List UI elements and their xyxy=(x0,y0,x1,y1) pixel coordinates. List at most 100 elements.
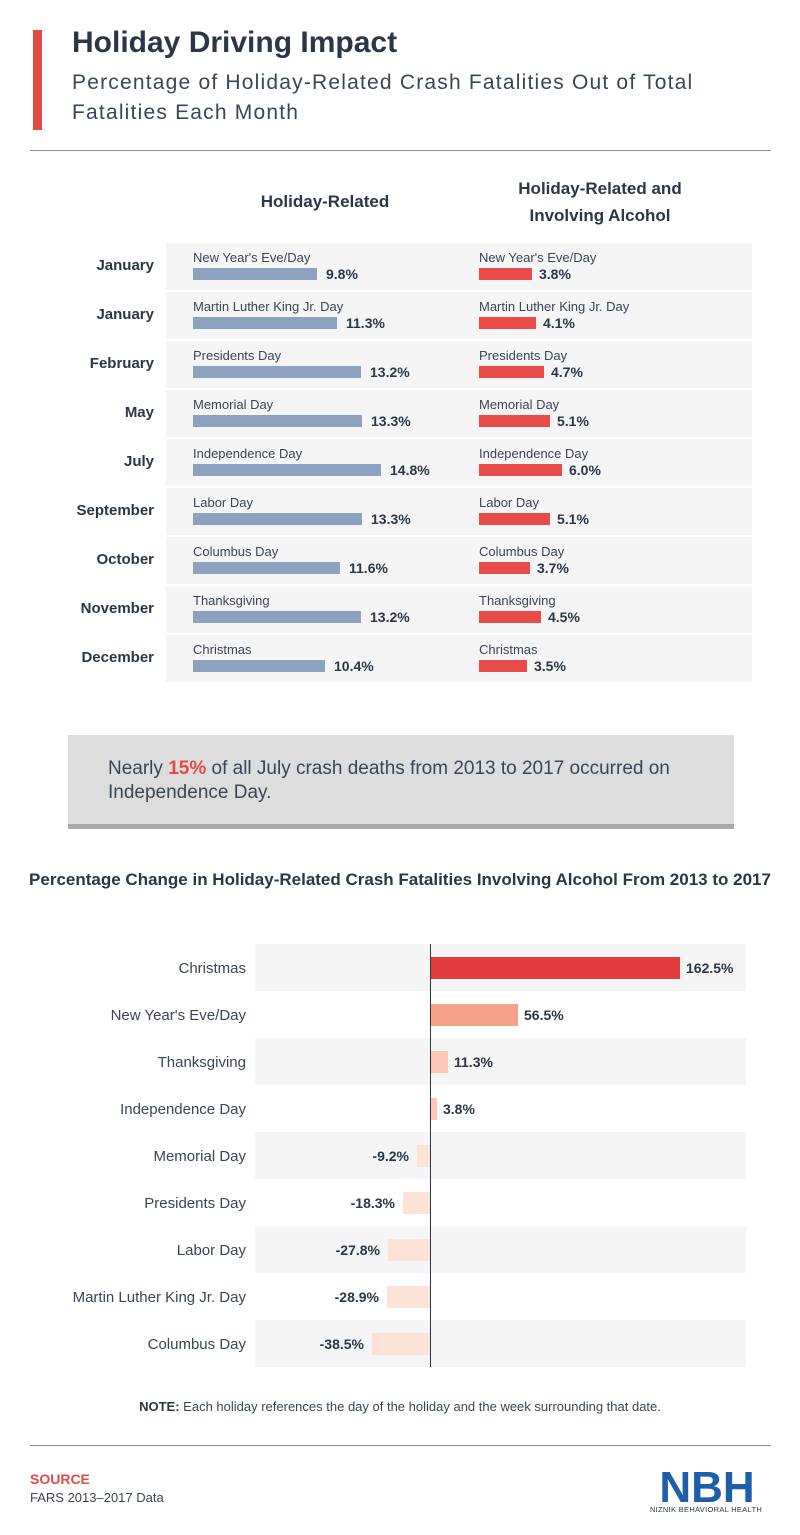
bar-holiday xyxy=(193,660,325,672)
value-label-alcohol: 4.7% xyxy=(551,364,583,380)
bar-alcohol xyxy=(479,415,550,427)
source-text: FARS 2013–2017 Data xyxy=(30,1490,164,1505)
bar-holiday xyxy=(193,268,317,280)
holiday-label: Christmas xyxy=(193,642,252,657)
change-category-label: Christmas xyxy=(178,960,246,977)
month-label: December xyxy=(81,649,154,666)
change-bar xyxy=(431,1051,448,1073)
change-category-label: Martin Luther King Jr. Day xyxy=(72,1289,246,1306)
bar-holiday xyxy=(193,415,362,427)
value-label-alcohol: 3.7% xyxy=(537,560,569,576)
change-category-label: Labor Day xyxy=(176,1242,246,1259)
month-label: October xyxy=(96,551,154,568)
change-category-label: Presidents Day xyxy=(144,1195,246,1212)
change-value-label: -28.9% xyxy=(334,1289,379,1305)
value-label-holiday: 13.2% xyxy=(370,364,410,380)
chart-row-background xyxy=(166,243,752,290)
change-category-label: Memorial Day xyxy=(153,1148,246,1165)
change-row-background xyxy=(255,1132,746,1179)
value-label-alcohol: 4.1% xyxy=(543,315,575,331)
change-bar xyxy=(403,1192,431,1214)
bar-holiday xyxy=(193,611,361,623)
holiday-label: Martin Luther King Jr. Day xyxy=(193,299,344,314)
page-title: Holiday Driving Impact xyxy=(72,26,398,59)
month-label: September xyxy=(76,502,154,519)
holiday-label-alcohol: Independence Day xyxy=(479,446,589,461)
chart-row-background xyxy=(166,537,752,584)
month-label: January xyxy=(96,257,154,274)
holiday-label: Labor Day xyxy=(193,495,253,510)
change-chart-title: Percentage Change in Holiday-Related Cra… xyxy=(29,870,771,889)
holiday-label: Independence Day xyxy=(193,446,303,461)
value-label-alcohol: 3.5% xyxy=(534,658,566,674)
change-value-label: -9.2% xyxy=(372,1148,409,1164)
bar-holiday xyxy=(193,366,361,378)
month-label: July xyxy=(123,453,154,470)
top-divider xyxy=(30,150,771,151)
change-category-label: Thanksgiving xyxy=(157,1054,246,1071)
value-label-alcohol: 5.1% xyxy=(557,413,589,429)
column-header-holiday: Holiday-Related xyxy=(260,192,390,211)
logo-mark: NBH xyxy=(659,1463,754,1512)
change-category-label: Columbus Day xyxy=(147,1336,246,1353)
chart-row-background xyxy=(166,586,752,633)
value-label-holiday: 11.3% xyxy=(346,315,385,331)
value-label-holiday: 13.3% xyxy=(371,413,411,429)
change-row-background xyxy=(255,1038,746,1085)
value-label-holiday: 11.6% xyxy=(349,560,388,576)
change-value-label: 11.3% xyxy=(454,1054,493,1070)
value-label-holiday: 13.3% xyxy=(371,511,411,527)
change-bar xyxy=(388,1239,431,1261)
accent-bar xyxy=(33,30,42,130)
callout-text: Nearly 15% of all July crash deaths from… xyxy=(108,757,728,805)
chart-row-background xyxy=(166,292,752,339)
nbh-logo-icon: NBH xyxy=(659,1463,754,1512)
holiday-label-alcohol: Labor Day xyxy=(479,495,539,510)
value-label-holiday: 13.2% xyxy=(370,609,410,625)
column-header-alcohol: Holiday-Related and Involving Alcohol xyxy=(518,179,682,225)
bar-alcohol xyxy=(479,317,536,329)
change-category-label: Independence Day xyxy=(120,1101,246,1118)
month-label: February xyxy=(89,355,154,372)
value-label-alcohol: 4.5% xyxy=(548,609,580,625)
source-label: SOURCE xyxy=(30,1471,90,1487)
change-value-label: -27.8% xyxy=(335,1242,380,1258)
change-bar xyxy=(417,1145,431,1167)
bar-alcohol xyxy=(479,366,544,378)
value-label-holiday: 14.8% xyxy=(390,462,430,478)
bar-holiday xyxy=(193,513,362,525)
holiday-label: New Year's Eve/Day xyxy=(193,250,311,265)
chart-row-background xyxy=(166,341,752,388)
holiday-label-alcohol: Presidents Day xyxy=(479,348,568,363)
callout-box: Nearly 15% of all July crash deaths from… xyxy=(68,735,734,829)
callout-post: of all July crash deaths from 2013 to 20… xyxy=(108,758,670,803)
callout-highlight: 15% xyxy=(168,758,207,779)
page-subtitle: Percentage of Holiday-Related Crash Fata… xyxy=(72,71,694,124)
holiday-label: Presidents Day xyxy=(193,348,282,363)
callout-pre: Nearly xyxy=(108,758,169,779)
change-row-background xyxy=(255,1226,746,1273)
note-text: Each holiday references the day of the h… xyxy=(179,1399,661,1414)
value-label-holiday: 9.8% xyxy=(326,266,358,282)
change-row-background xyxy=(255,1320,746,1367)
value-label-alcohol: 6.0% xyxy=(569,462,601,478)
value-label-alcohol: 5.1% xyxy=(557,511,589,527)
month-label: January xyxy=(96,306,154,323)
bar-alcohol xyxy=(479,611,541,623)
change-category-label: New Year's Eve/Day xyxy=(110,1007,246,1024)
chart-row-background xyxy=(166,635,752,682)
logo-name: NIZNIK BEHAVIORAL HEALTH xyxy=(649,1505,763,1514)
change-value-label: -18.3% xyxy=(350,1195,395,1211)
chart-row-background xyxy=(166,488,752,535)
month-label: November xyxy=(80,600,154,617)
holiday-label: Thanksgiving xyxy=(193,593,270,608)
holiday-label: Columbus Day xyxy=(193,544,279,559)
value-label-alcohol: 3.8% xyxy=(539,266,571,282)
chart-row-background xyxy=(166,390,752,437)
holiday-label-alcohol: Memorial Day xyxy=(479,397,560,412)
holiday-label-alcohol: Christmas xyxy=(479,642,538,657)
change-bar xyxy=(387,1286,431,1308)
bar-alcohol xyxy=(479,513,550,525)
chart-row-background xyxy=(166,439,752,486)
change-value-label: 56.5% xyxy=(524,1007,564,1023)
